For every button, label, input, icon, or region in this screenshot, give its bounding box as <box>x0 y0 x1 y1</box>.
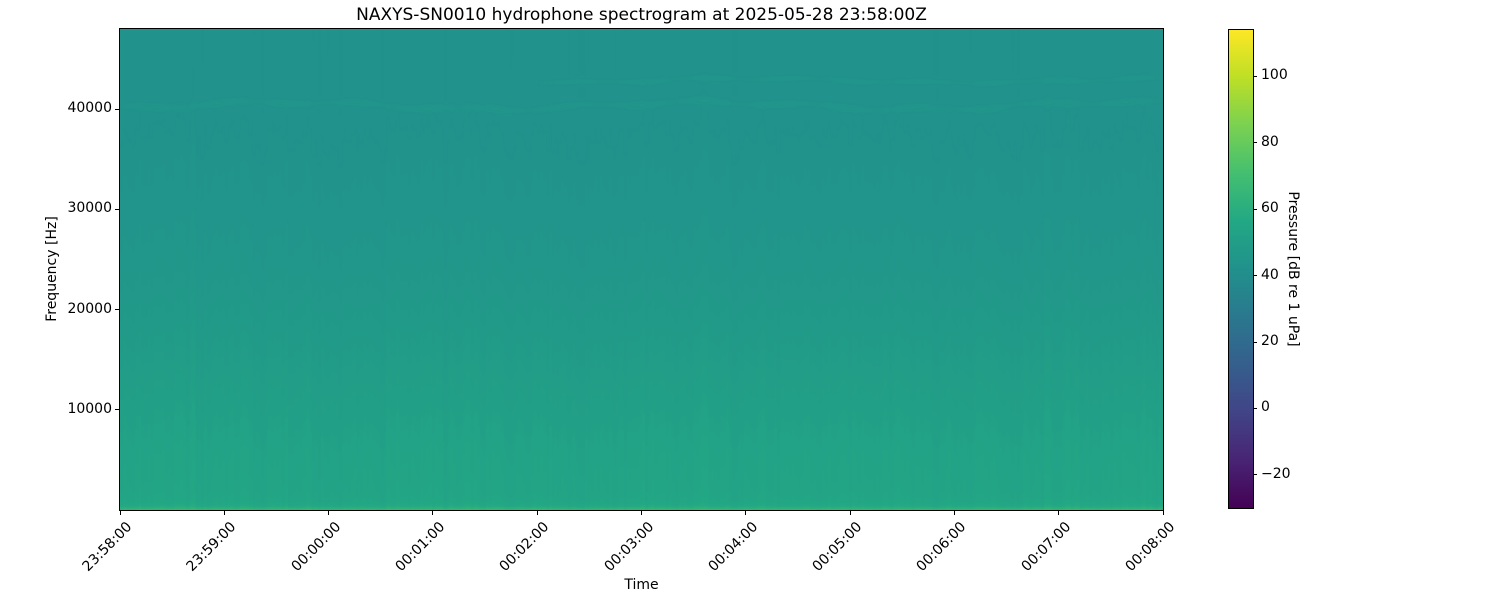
colorbar-tick-mark <box>1253 474 1257 476</box>
y-tick-mark <box>115 108 119 110</box>
colorbar-label: Pressure [dB re 1 uPa] <box>1285 191 1301 347</box>
x-tick-mark <box>745 511 747 515</box>
colorbar-tick-mark <box>1253 341 1257 343</box>
x-tick-label: 00:05:00 <box>809 519 866 575</box>
x-tick-mark <box>849 511 851 515</box>
colorbar-tick-mark <box>1253 275 1257 277</box>
x-tick-mark <box>432 511 434 515</box>
y-axis-label: Frequency [Hz] <box>44 216 60 322</box>
x-tick-mark <box>1162 511 1164 515</box>
x-tick-mark <box>328 511 330 515</box>
y-tick-mark <box>115 409 119 411</box>
x-tick-label: 00:01:00 <box>392 519 449 575</box>
y-tick-label: 10000 <box>67 400 112 417</box>
colorbar-tick-label: 80 <box>1261 133 1279 150</box>
x-tick-mark <box>119 511 121 515</box>
colorbar-tick-mark <box>1253 142 1257 144</box>
colorbar-tick-label: 20 <box>1261 333 1279 350</box>
x-tick-label: 00:04:00 <box>705 519 762 575</box>
colorbar-tick-mark <box>1253 75 1257 77</box>
colorbar <box>1229 30 1253 508</box>
colorbar-tick-label: 40 <box>1261 266 1279 283</box>
x-tick-label: 00:03:00 <box>601 519 657 575</box>
x-tick-label: 00:08:00 <box>1122 519 1179 575</box>
colorbar-tick-label: 0 <box>1261 399 1270 416</box>
colorbar-tick-label: 60 <box>1261 200 1279 217</box>
colorbar-tick-label: −20 <box>1261 465 1291 482</box>
x-tick-label: 23:58:00 <box>79 519 136 575</box>
y-tick-label: 40000 <box>67 100 112 117</box>
x-tick-mark <box>641 511 642 515</box>
x-tick-label: 00:00:00 <box>288 519 344 575</box>
y-tick-label: 20000 <box>67 300 112 317</box>
y-tick-mark <box>115 208 119 210</box>
x-tick-label: 00:02:00 <box>496 519 553 575</box>
x-tick-label: 00:07:00 <box>1018 519 1075 575</box>
y-tick-mark <box>115 309 119 311</box>
spectrogram-canvas <box>120 29 1163 510</box>
x-tick-label: 00:06:00 <box>913 519 970 575</box>
colorbar-tick-mark <box>1253 407 1257 409</box>
x-tick-mark <box>223 511 225 515</box>
x-tick-label: 23:59:00 <box>183 519 240 575</box>
x-axis-label: Time <box>624 577 659 593</box>
x-tick-mark <box>536 511 538 515</box>
colorbar-tick-label: 100 <box>1261 67 1288 84</box>
x-tick-mark <box>953 511 955 515</box>
chart-title: NAXYS-SN0010 hydrophone spectrogram at 2… <box>356 5 927 25</box>
y-tick-label: 30000 <box>67 200 112 217</box>
x-tick-mark <box>1058 511 1060 515</box>
colorbar-tick-mark <box>1253 208 1257 210</box>
